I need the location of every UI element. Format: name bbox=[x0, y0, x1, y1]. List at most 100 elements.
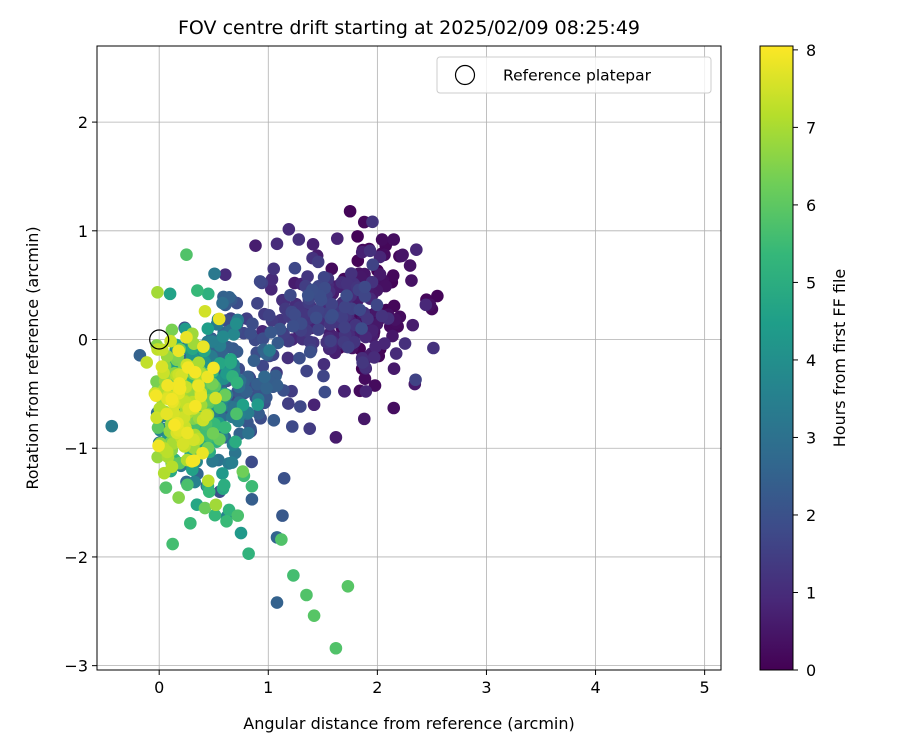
data-point bbox=[265, 273, 279, 286]
data-point bbox=[338, 384, 351, 398]
data-point bbox=[300, 588, 313, 602]
data-point bbox=[258, 370, 271, 384]
data-point bbox=[189, 399, 202, 413]
data-point bbox=[151, 285, 164, 299]
data-point bbox=[224, 356, 237, 370]
y-tick-label: 1 bbox=[78, 222, 88, 241]
data-point bbox=[236, 465, 250, 478]
data-point bbox=[140, 356, 154, 369]
data-point bbox=[166, 537, 179, 551]
data-point bbox=[217, 478, 231, 492]
data-point bbox=[216, 467, 229, 480]
data-point bbox=[326, 309, 339, 322]
data-point bbox=[288, 261, 302, 275]
y-tick-label: −1 bbox=[64, 439, 88, 458]
data-point bbox=[303, 345, 317, 359]
data-point bbox=[264, 326, 278, 339]
data-point bbox=[165, 392, 179, 406]
data-point bbox=[246, 317, 259, 331]
data-point bbox=[300, 364, 313, 378]
y-tick-label: 2 bbox=[78, 113, 88, 132]
data-point bbox=[353, 303, 367, 317]
data-point bbox=[366, 215, 379, 229]
data-point bbox=[201, 474, 215, 488]
data-point bbox=[329, 431, 343, 444]
data-point bbox=[218, 421, 232, 434]
legend-marker-open-circle bbox=[454, 64, 476, 86]
data-point bbox=[361, 312, 374, 326]
data-point bbox=[206, 427, 220, 440]
data-point bbox=[225, 456, 239, 469]
data-point bbox=[338, 300, 352, 314]
data-point bbox=[208, 508, 222, 522]
data-point bbox=[288, 308, 302, 322]
data-point bbox=[262, 308, 276, 322]
scatter-points bbox=[105, 204, 444, 655]
data-point bbox=[218, 268, 232, 282]
data-point bbox=[270, 379, 284, 392]
data-point bbox=[245, 479, 259, 493]
data-point bbox=[387, 233, 401, 246]
data-point bbox=[293, 351, 306, 365]
x-axis-ticks: 0 1 2 3 4 5 bbox=[154, 670, 710, 697]
data-point bbox=[325, 297, 339, 311]
data-point bbox=[150, 411, 163, 425]
x-tick-label: 5 bbox=[700, 678, 710, 697]
data-point bbox=[367, 351, 381, 364]
data-point bbox=[306, 238, 320, 251]
data-point bbox=[351, 230, 364, 243]
data-point bbox=[356, 356, 369, 369]
data-point bbox=[208, 267, 221, 281]
x-tick-label: 3 bbox=[481, 678, 491, 697]
data-point bbox=[363, 244, 377, 258]
colorbar-tick-label: 8 bbox=[806, 41, 816, 60]
data-point bbox=[184, 516, 197, 530]
data-point bbox=[317, 369, 330, 383]
data-point bbox=[245, 493, 259, 506]
data-point bbox=[216, 330, 230, 343]
y-tick-label: −2 bbox=[64, 548, 88, 567]
data-point bbox=[276, 509, 289, 522]
data-point bbox=[292, 233, 306, 246]
data-point bbox=[369, 340, 382, 353]
data-point bbox=[236, 398, 250, 412]
data-point bbox=[340, 277, 354, 290]
data-point bbox=[282, 397, 295, 410]
data-point bbox=[368, 379, 382, 392]
data-point bbox=[212, 312, 226, 326]
data-point bbox=[234, 526, 248, 540]
colorbar-label: Hours from first FF file bbox=[830, 269, 849, 448]
x-tick-label: 1 bbox=[263, 678, 273, 697]
data-point bbox=[307, 398, 321, 412]
data-point bbox=[409, 373, 422, 387]
data-point bbox=[324, 334, 337, 348]
colorbar-gradient bbox=[759, 45, 794, 671]
data-point bbox=[197, 340, 210, 353]
data-point bbox=[301, 288, 315, 302]
data-point bbox=[159, 481, 173, 494]
data-point bbox=[387, 362, 401, 376]
data-point bbox=[209, 391, 222, 405]
colorbar-tick-label: 0 bbox=[806, 661, 816, 680]
data-point bbox=[325, 262, 339, 276]
legend-box bbox=[436, 56, 712, 94]
data-point bbox=[267, 262, 281, 276]
chart-title: FOV centre drift starting at 2025/02/09 … bbox=[178, 17, 640, 39]
data-point bbox=[173, 382, 187, 395]
data-point bbox=[271, 336, 285, 350]
data-point bbox=[180, 248, 193, 262]
data-point bbox=[387, 401, 401, 415]
data-point bbox=[151, 421, 165, 434]
data-point bbox=[165, 323, 179, 337]
data-point bbox=[406, 318, 420, 332]
colorbar-tick-label: 5 bbox=[806, 273, 816, 292]
data-point bbox=[152, 439, 165, 453]
data-point bbox=[206, 455, 219, 468]
data-point bbox=[284, 288, 297, 302]
data-point bbox=[281, 351, 295, 365]
data-point bbox=[358, 280, 372, 294]
data-point bbox=[180, 331, 193, 344]
data-point bbox=[329, 641, 343, 655]
data-point bbox=[242, 426, 255, 440]
